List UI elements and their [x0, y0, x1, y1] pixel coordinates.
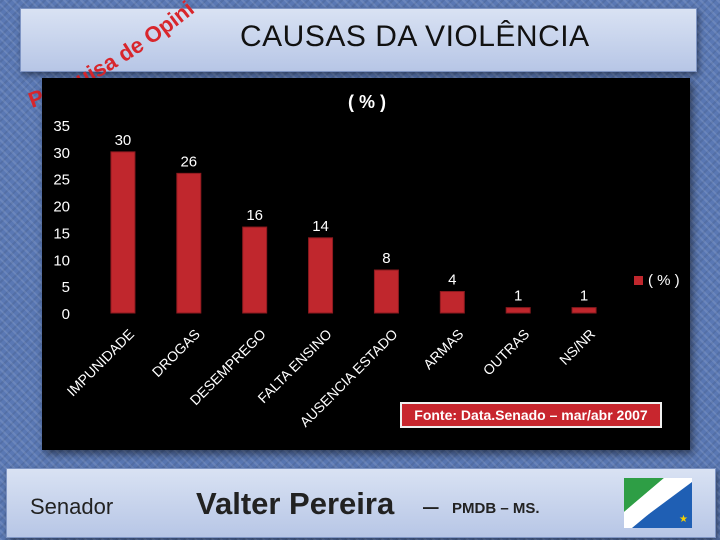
svg-text:★: ★: [679, 514, 688, 525]
mato-grosso-do-sul-flag-icon: ★: [624, 478, 692, 528]
senator-name: Valter Pereira: [196, 486, 395, 521]
y-tick-label: 15: [53, 225, 70, 242]
bar-data-label: 1: [514, 288, 522, 305]
x-category-label: OUTRAS: [480, 326, 533, 379]
title-bar: [20, 8, 697, 72]
y-tick-label: 30: [53, 145, 70, 162]
footer-dash: –: [423, 490, 439, 521]
chart-panel: ( % ) ( % ) 0 5 10 15 20 25 30 35 30 IMPUNIDADE 26…: [42, 78, 690, 450]
y-tick-label: 25: [53, 172, 70, 189]
bar-data-label: 1: [580, 288, 588, 305]
bar: [176, 172, 202, 314]
y-tick-label: 0: [62, 306, 70, 323]
y-tick-label: 10: [53, 252, 70, 269]
bar: [571, 307, 597, 314]
bar-data-label: 4: [448, 272, 456, 289]
bar: [373, 269, 399, 314]
x-category-label: IMPUNIDADE: [64, 326, 137, 399]
bar-data-label: 14: [312, 218, 329, 235]
source-label: Fonte: Data.Senado – mar/abr 2007: [400, 402, 662, 428]
chart-title: ( % ): [348, 92, 386, 112]
x-category-label: NS/NR: [556, 326, 598, 368]
legend-swatch: [634, 276, 643, 285]
bar: [439, 291, 465, 314]
bar: [505, 307, 531, 314]
senador-label: Senador: [30, 494, 114, 519]
bar-data-label: 30: [115, 132, 132, 149]
bar-data-label: 26: [180, 153, 197, 170]
bar: [242, 226, 268, 314]
bar: [308, 237, 334, 314]
legend-label: ( % ): [648, 272, 680, 289]
party-label: PMDB – MS.: [452, 500, 540, 517]
x-category-label: ARMAS: [420, 326, 467, 373]
x-category-label: DROGAS: [149, 326, 203, 380]
footer-bar: [6, 468, 716, 538]
y-tick-label: 35: [53, 118, 70, 135]
bar-data-label: 8: [382, 250, 390, 267]
chart-legend: ( % ): [634, 272, 680, 289]
y-tick-label: 5: [62, 279, 70, 296]
slide-title: CAUSAS DA VIOLÊNCIA: [240, 20, 590, 53]
bar: [110, 151, 136, 314]
y-tick-label: 20: [53, 199, 70, 216]
bar-data-label: 16: [246, 207, 263, 224]
bar-chart: ( % ) ( % ) 0 5 10 15 20 25 30 35 30 IMPUNIDADE 26…: [53, 92, 680, 430]
